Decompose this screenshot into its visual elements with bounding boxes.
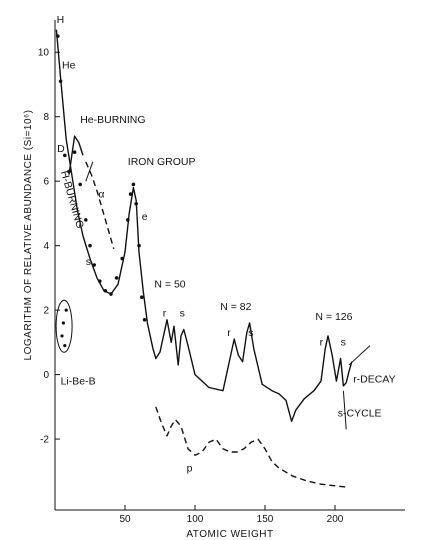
label-r50: r: [163, 308, 167, 320]
y-tick-label: 8: [43, 112, 49, 123]
label-s82: s: [248, 327, 253, 339]
data-point: [114, 276, 119, 280]
data-point: [140, 295, 144, 300]
data-point: [109, 292, 113, 296]
data-point: [120, 256, 124, 261]
li-be-b-point: [60, 334, 64, 338]
label-he-burning: He-BURNING: [80, 114, 145, 126]
data-point: [131, 182, 136, 187]
y-tick-label: 10: [38, 48, 50, 59]
label-h-burning: H-BURNING: [58, 169, 86, 230]
annotations: H He D He-BURNING IRON GROUP α e s N = 50 r s N = 8…: [57, 14, 396, 474]
data-point: [67, 169, 71, 174]
y-axis-title: LOGARITHM OF RELATIVE ABUNDANCE (Si=10⁶): [23, 110, 34, 361]
data-point: [78, 182, 82, 187]
s-cycle-arrow: [342, 390, 347, 430]
data-point: [137, 243, 141, 248]
data-point: [58, 79, 63, 84]
label-he: He: [62, 59, 76, 71]
y-tick-label: 0: [43, 370, 49, 381]
label-h: H: [57, 14, 65, 26]
y-tick-label: 2: [43, 306, 49, 317]
label-r-decay: r-DECAY: [353, 374, 395, 386]
data-point: [126, 218, 130, 222]
label-n82: N = 82: [220, 301, 251, 313]
label-alpha: α: [98, 188, 104, 200]
data-point: [128, 192, 133, 196]
chart-axes: 50 100 150 200 -2 0 2 4 6 8 10 ATOMIC WEIGHT LOGARIT…: [23, 20, 405, 540]
li-be-b-point: [61, 321, 65, 325]
he-burning-branch: [68, 135, 84, 175]
x-tick-label: 200: [327, 514, 344, 525]
y-tick-label: 6: [43, 177, 49, 188]
data-point: [92, 263, 96, 267]
li-be-b-ellipse: [55, 299, 73, 353]
label-n126: N = 126: [315, 311, 352, 323]
data-points: [55, 34, 371, 430]
abundance-curves: [55, 29, 353, 489]
label-s-cycle: s-CYCLE: [338, 408, 382, 420]
data-point: [142, 318, 147, 322]
label-p: p: [187, 462, 193, 474]
alpha-process-curve: [85, 161, 115, 250]
label-n50: N = 50: [154, 279, 185, 291]
data-point: [84, 218, 88, 222]
label-s50: s: [180, 308, 185, 320]
li-be-b-point: [63, 343, 67, 348]
data-point: [134, 201, 138, 206]
main-abundance-curve: [55, 29, 353, 422]
alpha-arrow: [85, 161, 94, 182]
label-e: e: [142, 211, 148, 223]
label-s-hydrogen: s: [86, 256, 91, 268]
y-tick-label: -2: [40, 435, 49, 446]
r-decay-pointer: [348, 345, 371, 366]
data-point: [98, 279, 102, 283]
label-r126: r: [320, 337, 324, 349]
label-s126: s: [341, 337, 346, 349]
data-point: [56, 34, 60, 38]
x-axis-title: ATOMIC WEIGHT: [186, 529, 273, 540]
data-point: [72, 150, 77, 154]
x-tick-label: 50: [119, 514, 131, 525]
x-tick-label: 100: [187, 514, 204, 525]
li-be-b-point: [64, 308, 68, 312]
x-tick-label: 150: [257, 514, 274, 525]
label-iron-group: IRON GROUP: [128, 156, 196, 168]
p-process-curve: [155, 406, 350, 489]
y-tick-label: 4: [43, 241, 49, 252]
data-point: [103, 288, 108, 293]
data-point: [63, 153, 67, 158]
label-r82: r: [227, 327, 231, 339]
label-d: D: [57, 143, 65, 155]
data-point: [88, 243, 92, 248]
label-li-be-b: Li-Be-B: [61, 375, 96, 387]
